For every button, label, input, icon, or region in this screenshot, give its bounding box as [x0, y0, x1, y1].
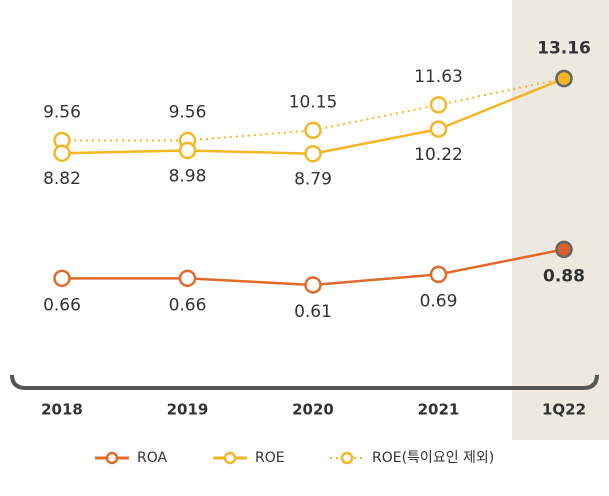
highlight-band — [512, 0, 609, 440]
data-point — [178, 141, 197, 160]
x-tick-label: 2021 — [418, 401, 460, 419]
data-label: 8.82 — [43, 169, 81, 189]
data-label: 0.69 — [420, 291, 458, 311]
legend-label: ROE(특이요인 제외) — [372, 450, 494, 466]
data-label: 0.61 — [294, 302, 332, 322]
data-label: 0.66 — [169, 295, 207, 315]
data-point — [555, 240, 573, 259]
data-point — [429, 265, 448, 284]
legend-marker — [105, 451, 119, 465]
data-label: 9.56 — [169, 102, 207, 122]
x-tick-label: 2019 — [167, 401, 209, 419]
data-point — [429, 96, 448, 114]
series-line — [61, 77, 565, 155]
data-label: 13.16 — [537, 39, 591, 59]
data-label: 10.15 — [289, 92, 338, 112]
data-label: 11.63 — [414, 67, 463, 87]
data-label: 8.79 — [294, 170, 332, 190]
x-tick-label: 2018 — [41, 401, 83, 419]
axis-bracket — [10, 374, 599, 390]
data-point — [53, 269, 71, 288]
legend-marker — [223, 451, 237, 465]
legend-label: ROE — [255, 450, 285, 466]
x-tick-label: 1Q22 — [542, 401, 586, 419]
data-point — [555, 69, 573, 88]
data-point — [304, 144, 322, 163]
data-label: 0.66 — [43, 295, 81, 315]
data-label: 9.56 — [43, 102, 81, 122]
legend-marker — [340, 451, 354, 465]
data-point — [53, 144, 71, 162]
data-point — [304, 276, 322, 294]
data-point — [178, 269, 197, 288]
data-point — [429, 120, 448, 138]
x-tick-label: 2020 — [292, 401, 334, 419]
data-label: 0.88 — [543, 266, 585, 286]
data-label: 10.22 — [414, 145, 463, 165]
data-point — [304, 121, 322, 140]
legend-label: ROA — [137, 450, 168, 466]
data-label: 8.98 — [169, 166, 207, 186]
